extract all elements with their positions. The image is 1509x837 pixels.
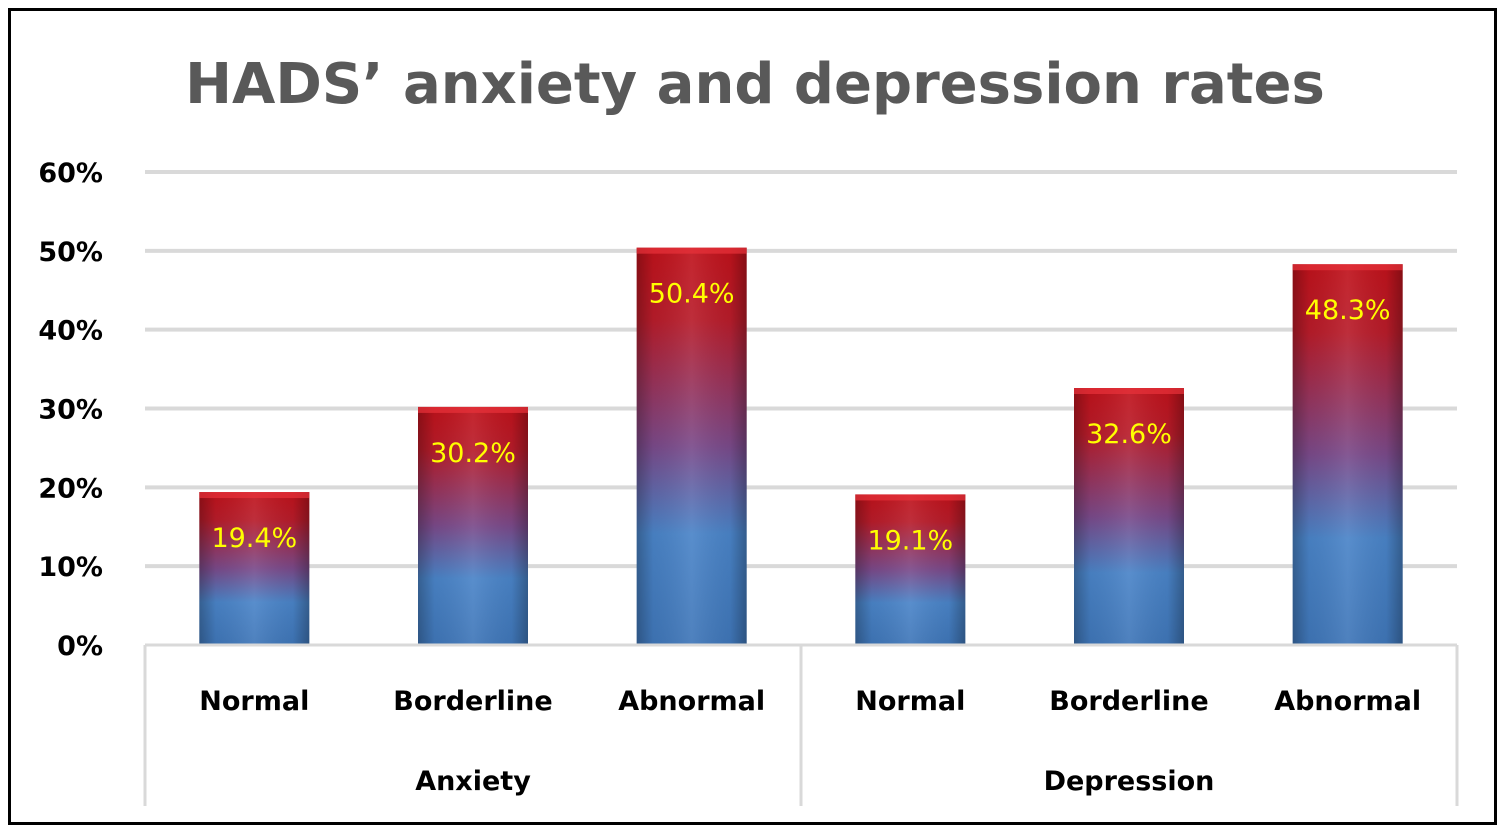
y-tick-label: 30% (38, 395, 103, 426)
y-tick-label: 40% (38, 316, 103, 347)
bar-top-highlight (855, 494, 966, 501)
data-labels: 19.4% 30.2% 50.4% 19.1% 32.6% 48.3% (211, 279, 1390, 557)
bar-top-highlight (1292, 264, 1403, 271)
bar-shade (1074, 388, 1184, 645)
chart-frame (8, 8, 1497, 825)
x-category-label: Abnormal (618, 686, 765, 717)
bar-top-highlight (636, 247, 747, 254)
bar-shade (1292, 264, 1403, 645)
x-group-label: Anxiety (415, 766, 531, 797)
x-category-label: Abnormal (1274, 686, 1421, 717)
data-label: 19.4% (211, 523, 297, 554)
gridlines (145, 170, 1457, 569)
y-tick-label: 0% (57, 631, 103, 662)
y-axis-ticks: 0% 10% 20% 30% 40% 50% 60% (38, 158, 103, 662)
bar-top-highlight (199, 492, 310, 499)
bar-top-highlight (418, 406, 528, 413)
data-label: 30.2% (430, 438, 516, 469)
bar-shade (855, 494, 966, 645)
y-tick-label: 50% (38, 237, 103, 268)
bar-top-highlight (1074, 388, 1184, 395)
bar-shade (636, 247, 747, 645)
x-category-label: Borderline (1049, 686, 1208, 717)
x-axis: Normal Borderline Abnormal Anxiety Normal Bor… (143, 643, 1459, 806)
data-label: 50.4% (649, 279, 735, 310)
data-label: 48.3% (1305, 295, 1391, 326)
data-label: 32.6% (1086, 419, 1172, 450)
y-tick-label: 60% (38, 158, 103, 189)
x-category-label: Borderline (393, 686, 552, 717)
x-group-label: Depression (1044, 766, 1215, 797)
y-tick-label: 20% (38, 473, 103, 504)
x-category-label: Normal (199, 686, 309, 717)
x-category-label: Normal (855, 686, 965, 717)
data-label: 19.1% (867, 525, 953, 556)
chart-title: HADS’ anxiety and depression rates (185, 52, 1325, 117)
bars (199, 247, 1403, 645)
y-tick-label: 10% (38, 552, 103, 583)
bar-shade (418, 406, 528, 645)
bar-shade (199, 492, 310, 645)
